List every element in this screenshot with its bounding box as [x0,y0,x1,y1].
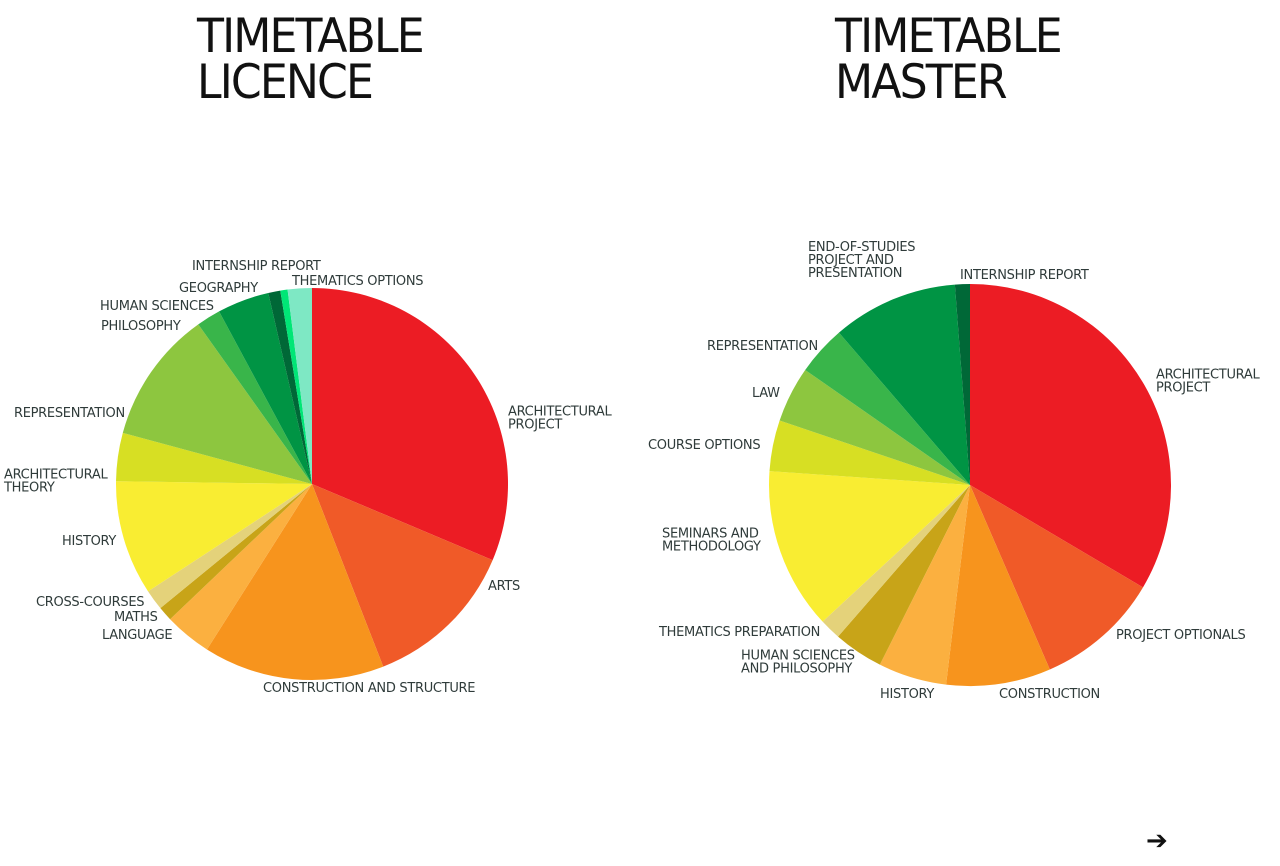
master-label-end-of-studies-project-and-presentation: END-OF-STUDIES PROJECT AND PRESENTATION [808,240,915,281]
licence-title-line2: LICENCE [197,55,374,110]
licence-slice-thematics-options [287,288,312,484]
master-label-seminars-and-methodology: SEMINARS AND METHODOLOGY [662,527,761,555]
licence-slice-representation [122,324,312,484]
licence-slice-philosophy [198,311,312,484]
master-label-human-sciences-and-philosophy: HUMAN SCIENCES AND PHILOSOPHY [741,649,855,677]
master-slice-law [779,369,970,485]
master-slice-human-sciences-and-philosophy [838,485,970,665]
licence-label-geography: GEOGRAPHY [179,281,258,296]
master-slice-history [879,485,970,685]
master-slice-project-optionals [970,485,1144,670]
licence-slice-language [170,484,312,650]
licence-label-maths: MATHS [114,610,158,625]
master-slice-architectural-project [970,284,1172,588]
licence-label-language: LANGUAGE [102,628,172,643]
licence-slice-internship-report [280,289,312,484]
licence-label-philosophy: PHILOSOPHY [101,319,181,334]
master-title-line2: MASTER [835,55,1008,110]
master-label-project-optionals: PROJECT OPTIONALS [1116,628,1245,643]
master-slice-construction [946,485,1050,687]
master-slice-thematics-preparation [822,485,970,637]
licence-slice-history [116,481,313,592]
master-title: TIMETABLE MASTER [835,9,1063,110]
licence-slice-construction-and-structure [206,484,384,680]
licence-title-line1: TIMETABLE [197,9,425,64]
master-slice-end-of-studies-project-and-presentation [838,284,970,485]
licence-label-cross-courses: CROSS-COURSES [36,595,144,610]
licence-label-thematics-options: THEMATICS OPTIONS [291,274,423,289]
licence-slice-human-sciences [219,292,312,484]
licence-slice-architectural-theory [116,432,313,484]
master-label-thematics-preparation: THEMATICS PREPARATION [658,625,820,640]
master-slice-course-options [769,420,970,485]
licence-label-construction-and-structure: CONSTRUCTION AND STRUCTURE [263,681,475,696]
master-label-history: HISTORY [880,687,934,702]
licence-title: TIMETABLE LICENCE [197,9,425,110]
licence-label-arts: ARTS [488,579,520,594]
licence-slice-maths [160,484,312,620]
licence-label-architectural-project: ARCHITECTURAL PROJECT [508,405,612,433]
master-label-law: LAW [752,386,780,401]
master-title-line1: TIMETABLE [835,9,1063,64]
master-slice-seminars-and-methodology [769,471,970,622]
master-label-architectural-project: ARCHITECTURAL PROJECT [1156,368,1260,396]
master-label-internship-report: INTERNSHIP REPORT [960,268,1089,283]
master-slice-representation [805,332,970,485]
next-arrow-icon[interactable]: ➔ [1146,826,1168,856]
licence-slice-architectural-project [312,288,509,561]
licence-label-human-sciences: HUMAN SCIENCES [100,299,214,314]
licence-label-architectural-theory: ARCHITECTURAL THEORY [3,468,108,496]
licence-slice-arts [312,484,493,667]
licence-pie: ARCHITECTURAL PROJECT ARTS CONSTRUCTION AND… [3,259,613,696]
licence-label-representation: REPRESENTATION [14,406,125,421]
master-label-construction: CONSTRUCTION [999,687,1100,702]
licence-label-internship-report: INTERNSHIP REPORT [192,259,321,274]
licence-slice-geography [268,290,312,484]
master-pie: ARCHITECTURAL PROJECT PROJECT OPTIONALS CON… [648,240,1261,702]
master-slice-internship-report [954,284,970,485]
licence-slice-cross-courses [148,484,312,609]
master-label-course-options: COURSE OPTIONS [648,438,760,453]
licence-label-history: HISTORY [62,534,116,549]
master-label-representation: REPRESENTATION [707,339,818,354]
